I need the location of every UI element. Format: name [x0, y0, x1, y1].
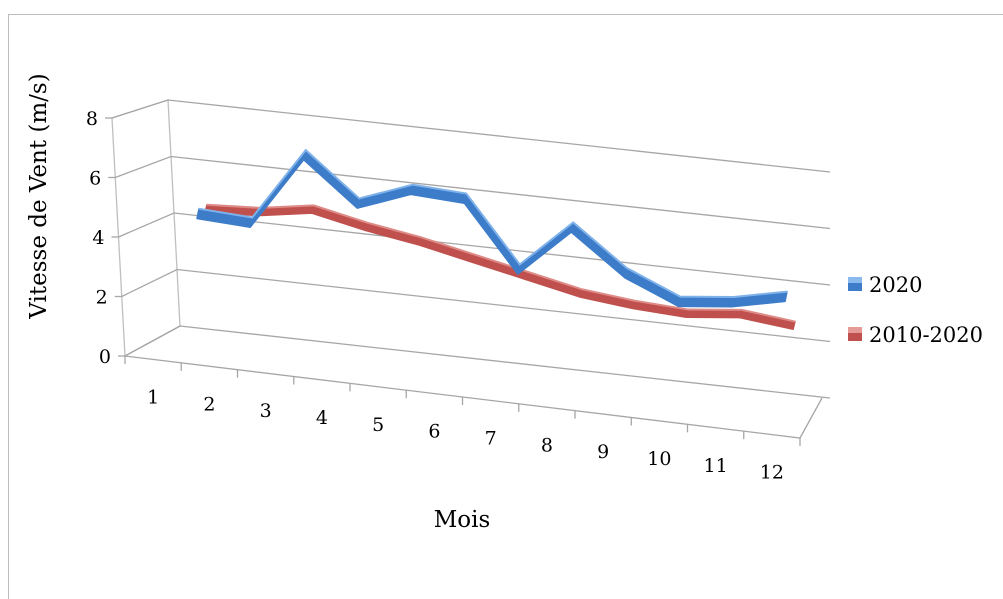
x-tick-label: 10 — [647, 448, 671, 470]
x-tick-label: 11 — [704, 455, 728, 477]
series-highlight — [198, 148, 788, 298]
grid-line — [121, 268, 831, 343]
legend: 2020 2010-2020 — [848, 273, 983, 347]
series-2 — [204, 203, 796, 331]
floor-edge — [124, 355, 823, 439]
legend-label: 2010-2020 — [869, 323, 983, 347]
series-lines — [196, 148, 796, 331]
series-highlight — [206, 203, 796, 323]
side-wall — [111, 99, 181, 357]
legend-swatch-highlight — [848, 277, 862, 283]
legend-label: 2020 — [869, 273, 922, 297]
x-tick-label: 1 — [147, 386, 159, 408]
x-tick-label: 3 — [260, 400, 272, 422]
y-tick-label: 4 — [92, 227, 104, 249]
y-tick-label: 8 — [86, 108, 98, 130]
y-axis-ticks: 0 2 4 6 8 — [86, 108, 125, 368]
x-tick-label: 9 — [597, 441, 609, 463]
x-tick-label: 6 — [428, 421, 440, 443]
x-axis-ticks: 1 2 3 4 5 6 7 8 9 10 11 12 — [124, 356, 801, 484]
y-tick-label: 2 — [96, 287, 108, 309]
chart-frame — [8, 14, 1003, 599]
legend-item: 2020 — [848, 273, 922, 297]
series-ribbon — [204, 204, 796, 331]
y-tick-label: 0 — [99, 346, 111, 368]
x-tick-label: 7 — [485, 427, 497, 449]
x-tick-label: 8 — [541, 434, 553, 456]
legend-item: 2010-2020 — [848, 323, 983, 347]
x-tick-label: 2 — [203, 393, 215, 415]
floor-side-edge — [124, 325, 181, 357]
grid-lines — [111, 99, 831, 399]
y-axis-title: Vitesse de Vent (m/s) — [26, 73, 52, 319]
x-tick-label: 5 — [372, 414, 384, 436]
x-axis-title: Mois — [434, 507, 491, 533]
x-tick-label: 12 — [760, 462, 784, 484]
grid-line — [115, 155, 831, 230]
series-1 — [196, 148, 788, 308]
legend-swatch-highlight — [848, 327, 862, 333]
x-tick-label: 4 — [316, 407, 328, 429]
y-tick-label: 6 — [89, 168, 101, 190]
grid-line — [111, 99, 831, 173]
grid-line — [124, 325, 831, 399]
chart-floor — [124, 325, 823, 439]
chart-walls — [111, 99, 181, 357]
